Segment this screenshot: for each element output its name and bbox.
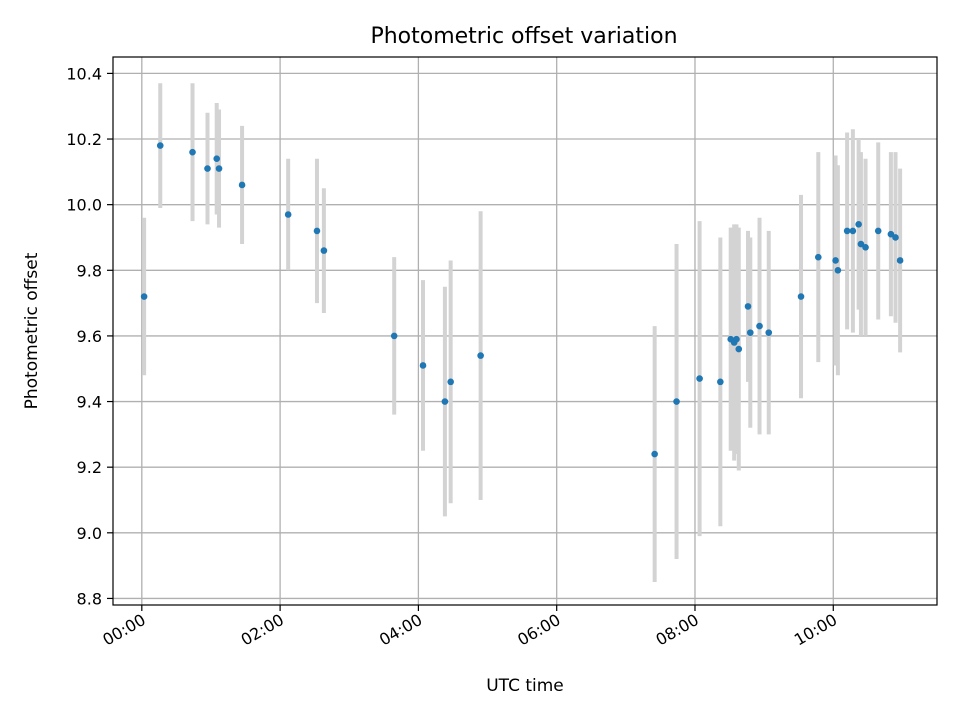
- data-point: [477, 352, 484, 359]
- data-point: [765, 329, 773, 336]
- data-point: [320, 247, 328, 254]
- data-point: [843, 227, 851, 235]
- data-point: [390, 332, 398, 340]
- data-point: [874, 227, 882, 235]
- data-point: [896, 257, 904, 264]
- data-point: [215, 165, 223, 172]
- x-axis-label: UTC time: [486, 676, 564, 696]
- point-layer: [140, 142, 904, 458]
- y-tick-label: 8.8: [77, 589, 102, 608]
- plot-frame: [112, 56, 938, 606]
- data-point: [313, 227, 321, 235]
- data-point: [857, 240, 865, 248]
- data-point: [204, 165, 211, 172]
- data-point: [855, 221, 862, 228]
- data-point: [744, 303, 752, 310]
- data-point: [140, 293, 148, 300]
- data-point: [419, 362, 427, 369]
- data-point: [862, 244, 869, 251]
- data-point: [747, 329, 754, 336]
- y-tick-label: 9.6: [77, 327, 102, 346]
- data-point: [832, 257, 839, 264]
- y-tick-label: 10.0: [66, 196, 102, 215]
- data-point: [849, 227, 857, 235]
- data-point: [651, 450, 658, 458]
- data-point: [441, 398, 449, 405]
- y-axis: 8.8 9.0 9.2 9.4 9.6 9.8 10.0 10.2 10.4: [66, 64, 113, 608]
- data-point: [733, 335, 740, 343]
- data-point: [284, 211, 292, 218]
- y-tick-label: 9.8: [77, 261, 102, 280]
- y-tick-label: 9.2: [77, 458, 102, 477]
- data-point: [814, 253, 822, 261]
- y-tick-label: 9.0: [77, 524, 102, 543]
- y-tick-label: 10.2: [66, 130, 102, 149]
- data-point: [797, 293, 805, 300]
- data-point: [673, 398, 680, 405]
- data-point: [696, 375, 703, 382]
- data-point: [887, 230, 895, 238]
- y-tick-label: 10.4: [66, 64, 102, 83]
- data-point: [717, 378, 724, 386]
- data-point: [447, 378, 454, 386]
- y-axis-label: Photometric offset: [22, 252, 42, 409]
- data-point: [756, 322, 763, 330]
- y-tick-label: 9.4: [77, 393, 102, 412]
- data-point: [892, 234, 899, 241]
- data-point: [189, 148, 196, 156]
- chart-title: Photometric offset variation: [370, 24, 677, 49]
- data-point: [156, 142, 164, 149]
- data-point: [735, 345, 743, 353]
- data-point: [213, 155, 221, 163]
- data-point: [238, 181, 246, 189]
- data-point: [834, 266, 842, 274]
